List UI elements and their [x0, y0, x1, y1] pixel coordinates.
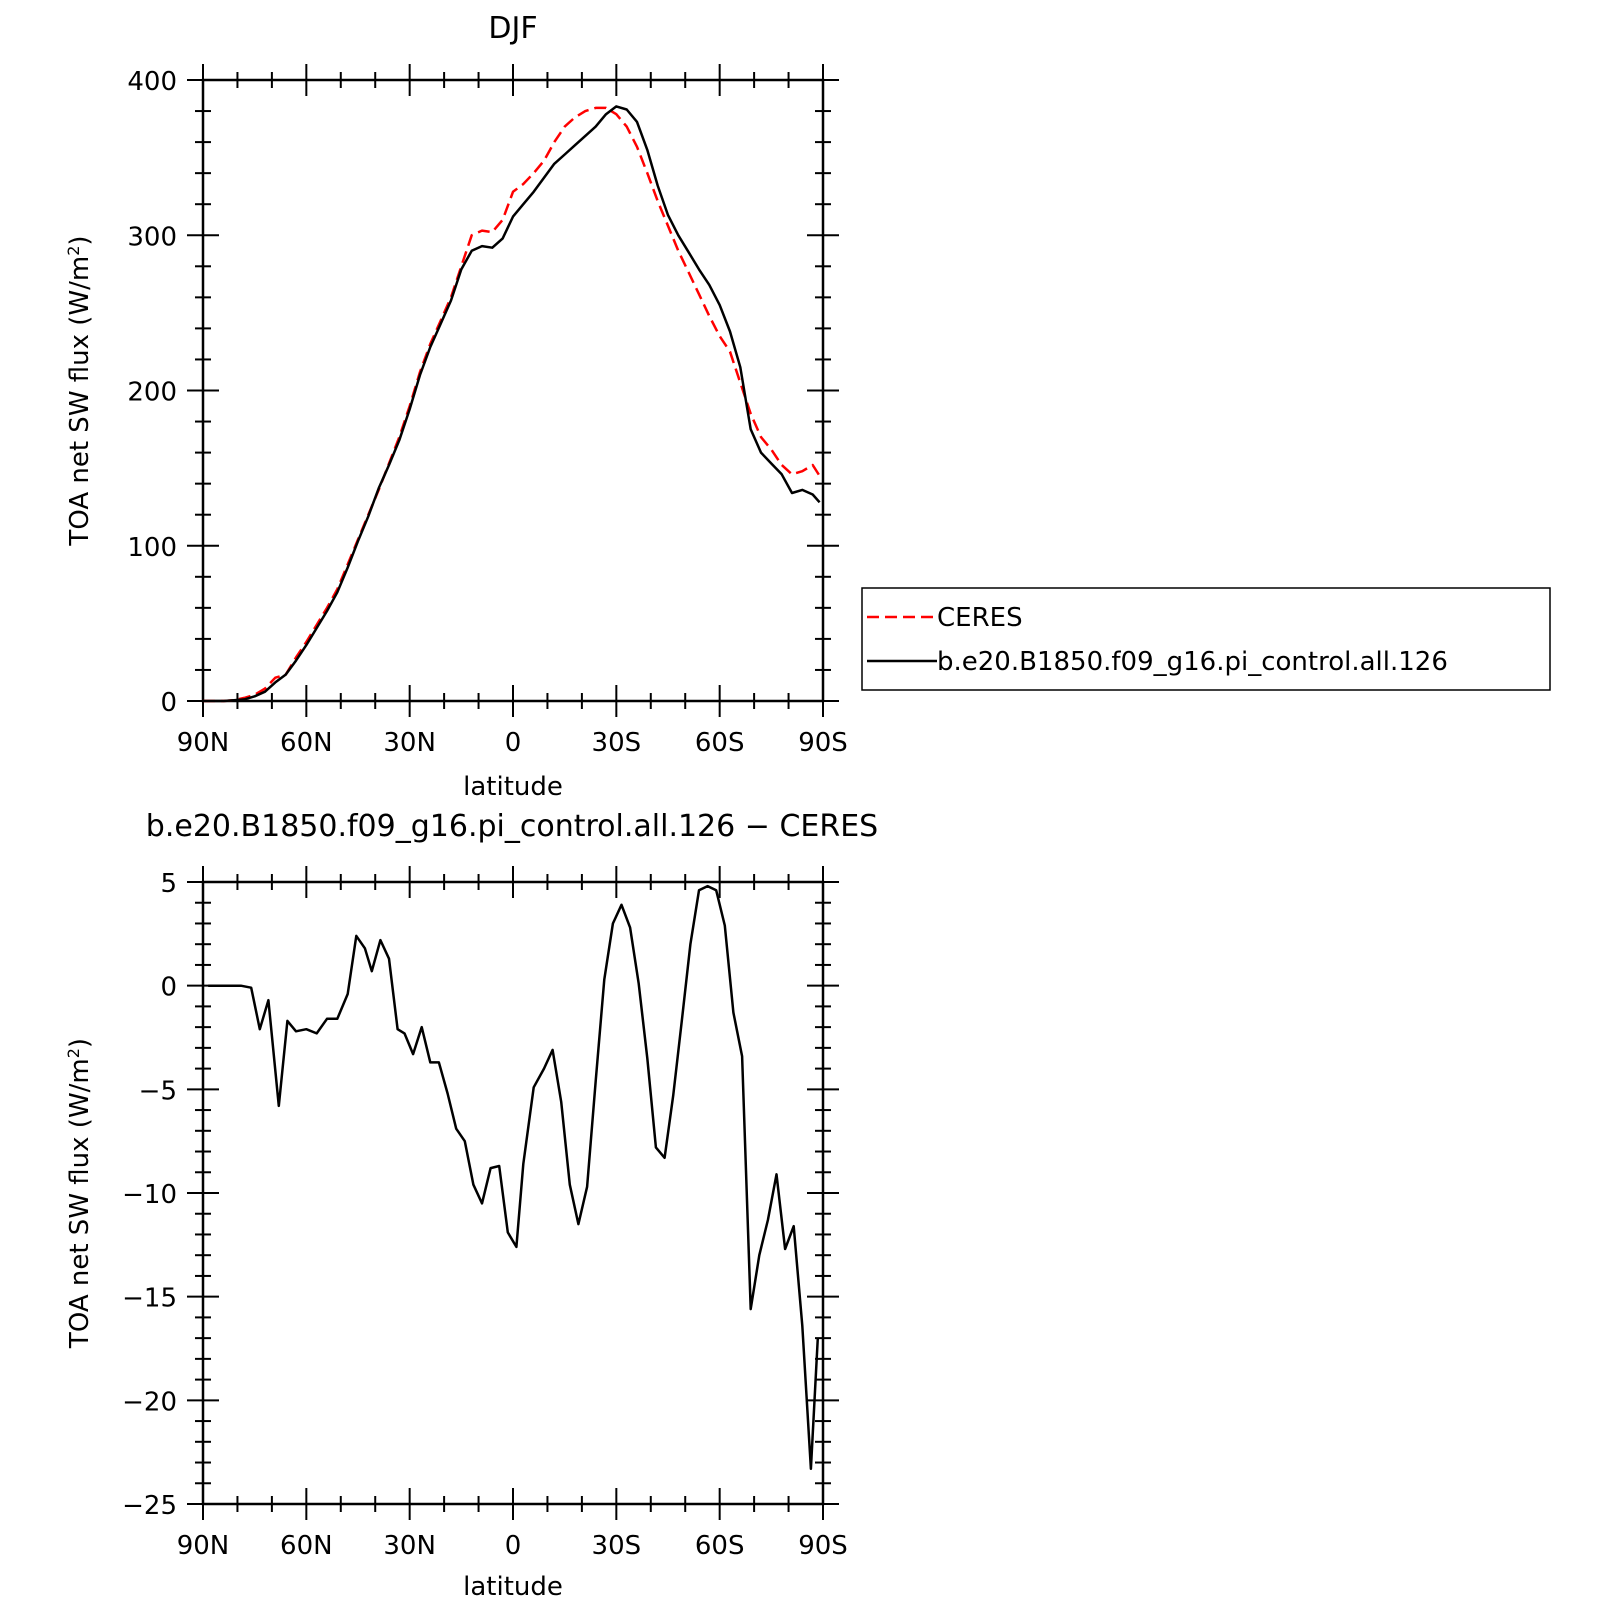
x-tick-label: 90S [798, 1531, 848, 1561]
bottom-panel: b.e20.B1850.f09_g16.pi_control.all.126 −… [64, 809, 879, 1602]
series-line-ceres [203, 106, 821, 703]
y-tick-label: 100 [127, 533, 177, 563]
bottom-panel-series [208, 884, 820, 1471]
top-panel-x-tick-labels: 90N 60N 30N 0 30S 60S 90S [177, 728, 848, 758]
x-tick-label: 30S [592, 1531, 642, 1561]
y-tick-label: −5 [139, 1076, 177, 1106]
legend-label-ceres: CERES [937, 603, 1023, 633]
bottom-panel-y-axis-label-main: TOA net SW flux (W/m [65, 1058, 95, 1349]
y-tick-label: −20 [122, 1387, 177, 1417]
x-tick-label: 0 [505, 1531, 522, 1561]
top-panel-series [203, 105, 821, 703]
y-tick-label: 400 [127, 67, 177, 97]
top-panel-y-tick-labels: 0 100 200 300 400 [127, 67, 177, 718]
y-tick-label: −10 [122, 1180, 177, 1210]
bottom-panel-ticks [187, 866, 839, 1520]
series-line-model [208, 884, 820, 1471]
bottom-panel-y-axis-label-superscript: 2 [64, 1048, 83, 1058]
top-panel-ticks [187, 64, 839, 717]
x-tick-label: 30S [592, 728, 642, 758]
x-tick-label: 90S [798, 728, 848, 758]
x-tick-label: 90N [177, 1531, 230, 1561]
x-tick-label: 0 [505, 728, 522, 758]
x-tick-label: 90N [177, 728, 230, 758]
bottom-panel-y-tick-labels: 5 0 −5 −10 −15 −20 −25 [122, 869, 177, 1521]
x-tick-label: 60N [280, 1531, 333, 1561]
bottom-panel-y-axis-label-close: ) [65, 1038, 95, 1048]
top-panel-x-axis-label: latitude [463, 772, 563, 802]
x-tick-label: 60S [695, 1531, 745, 1561]
series-line-model [203, 105, 821, 703]
y-tick-label: −15 [122, 1284, 177, 1314]
bottom-panel-title: b.e20.B1850.f09_g16.pi_control.all.126 −… [146, 809, 878, 844]
bottom-panel-x-axis-label: latitude [463, 1572, 563, 1602]
top-panel: DJF 90N 60N 30N 0 30S 60S 90S 0 100 200 300 400 la… [64, 11, 1551, 802]
y-tick-label: 0 [160, 688, 177, 718]
x-tick-label: 60N [280, 728, 333, 758]
top-panel-y-axis-label-superscript: 2 [64, 246, 83, 256]
y-tick-label: 300 [127, 222, 177, 252]
top-panel-frame [201, 78, 825, 703]
legend-box [861, 587, 1551, 691]
x-tick-label: 30N [383, 1531, 436, 1561]
y-tick-label: 5 [160, 869, 177, 899]
bottom-panel-frame [201, 880, 825, 1506]
y-tick-label: 0 [160, 973, 177, 1003]
top-panel-title: DJF [488, 11, 537, 46]
x-tick-label: 60S [695, 728, 745, 758]
x-tick-label: 30N [383, 728, 436, 758]
legend-label-model: b.e20.B1850.f09_g16.pi_control.all.126 [937, 647, 1448, 677]
y-tick-label: −25 [122, 1491, 177, 1521]
top-panel-y-axis-label-close: ) [65, 235, 95, 245]
y-tick-label: 200 [127, 378, 177, 408]
bottom-panel-x-tick-labels: 90N 60N 30N 0 30S 60S 90S [177, 1531, 848, 1561]
bottom-panel-y-axis-label: TOA net SW flux (W/m2) [64, 1038, 96, 1349]
top-panel-y-axis-label: TOA net SW flux (W/m2) [64, 235, 96, 546]
top-panel-y-axis-label-main: TOA net SW flux (W/m [65, 256, 95, 547]
legend: CERES b.e20.B1850.f09_g16.pi_control.all… [861, 587, 1551, 691]
